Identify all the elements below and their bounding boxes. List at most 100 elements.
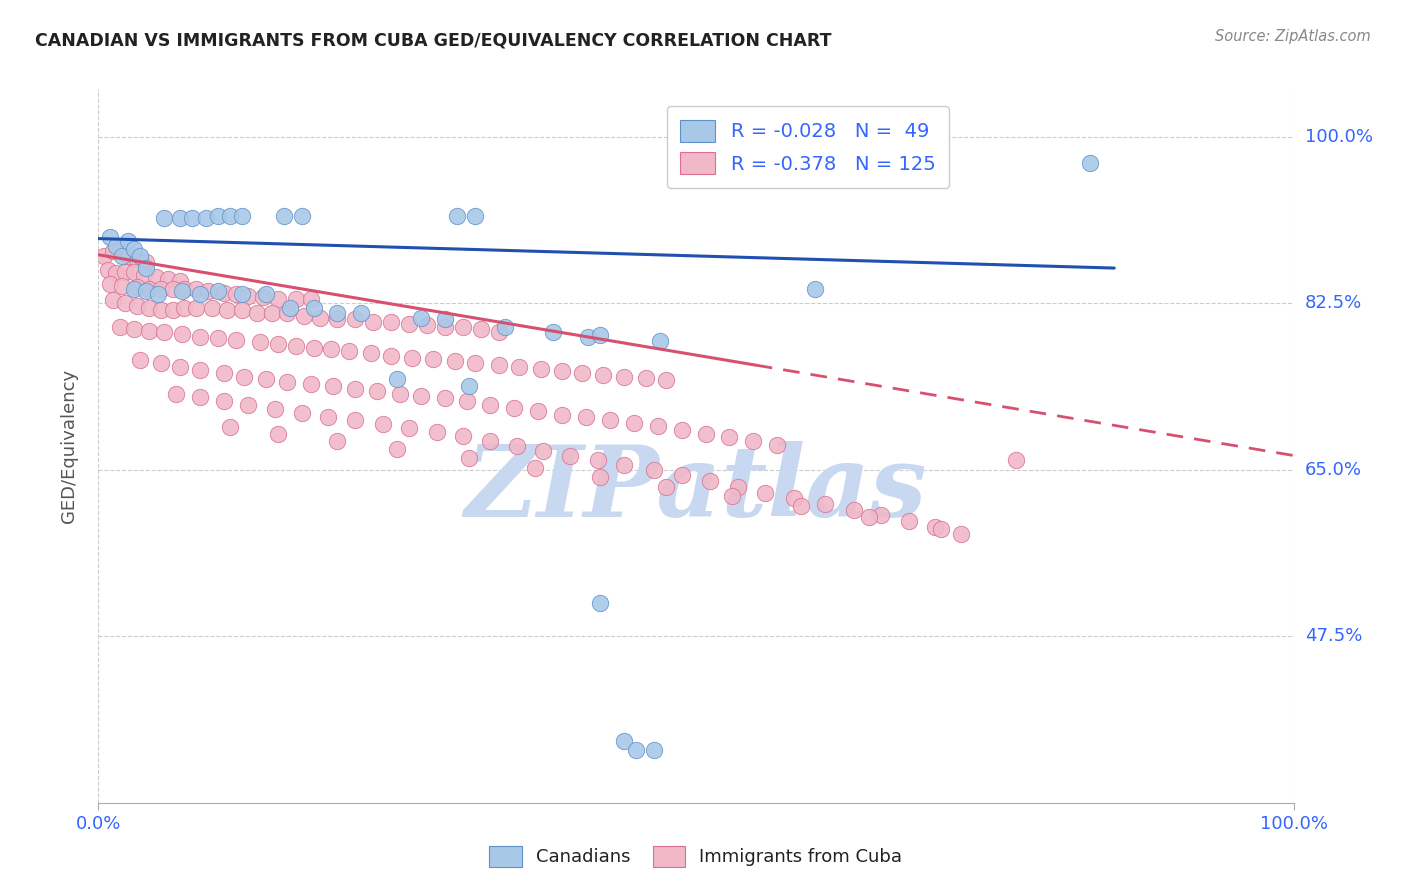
Point — [479, 398, 502, 412]
Point — [344, 312, 367, 326]
Y-axis label: GED/Equivalency: GED/Equivalency — [59, 369, 77, 523]
Point — [180, 211, 202, 225]
Point — [380, 349, 402, 363]
Point — [599, 413, 621, 427]
Point — [225, 286, 247, 301]
Point — [201, 301, 224, 315]
Point — [299, 292, 322, 306]
Point — [101, 244, 124, 258]
Point — [671, 423, 693, 437]
Point — [623, 416, 645, 430]
Point — [132, 268, 155, 282]
Point — [508, 359, 530, 374]
Point — [589, 470, 612, 484]
Point — [165, 386, 187, 401]
Point — [924, 520, 946, 534]
Point — [124, 265, 146, 279]
Point — [479, 434, 502, 449]
Point — [129, 249, 152, 263]
Point — [551, 364, 574, 378]
Point — [105, 266, 128, 280]
Point — [451, 320, 474, 334]
Point — [194, 211, 217, 225]
Point — [488, 358, 510, 372]
Point — [273, 209, 295, 223]
Point — [344, 413, 367, 427]
Point — [634, 371, 657, 385]
Point — [219, 420, 242, 434]
Point — [790, 499, 813, 513]
Point — [148, 286, 170, 301]
Point — [153, 211, 176, 225]
Point — [371, 417, 394, 431]
Point — [316, 409, 339, 424]
Point — [671, 468, 693, 483]
Point — [529, 362, 551, 376]
Point — [411, 310, 433, 325]
Point — [162, 282, 184, 296]
Point — [249, 335, 271, 350]
Point — [124, 242, 146, 256]
Point — [98, 229, 122, 244]
Point — [1005, 453, 1028, 467]
Point — [267, 292, 290, 306]
Point — [363, 315, 385, 329]
Point — [624, 743, 647, 757]
Point — [114, 296, 136, 310]
Point — [783, 491, 806, 506]
Point — [114, 265, 136, 279]
Point — [322, 379, 344, 393]
Point — [613, 458, 636, 472]
Point — [252, 290, 274, 304]
Point — [426, 425, 449, 439]
Point — [433, 392, 456, 406]
Point — [207, 331, 229, 345]
Point — [385, 442, 409, 456]
Point — [503, 401, 526, 415]
Point — [433, 320, 456, 334]
Point — [695, 426, 717, 441]
Text: Source: ZipAtlas.com: Source: ZipAtlas.com — [1215, 29, 1371, 44]
Point — [124, 322, 146, 336]
Point — [643, 463, 665, 477]
Point — [858, 510, 880, 524]
Point — [149, 302, 172, 317]
Point — [699, 474, 721, 488]
Point — [742, 434, 765, 449]
Point — [108, 239, 131, 253]
Point — [388, 386, 411, 401]
Point — [613, 734, 636, 748]
Point — [433, 312, 456, 326]
Point — [276, 306, 298, 320]
Point — [284, 292, 307, 306]
Point — [589, 596, 612, 610]
Point — [446, 209, 468, 223]
Point — [464, 209, 486, 223]
Point — [380, 315, 402, 329]
Point — [135, 255, 157, 269]
Point — [108, 320, 131, 334]
Point — [186, 282, 208, 296]
Point — [254, 372, 277, 386]
Point — [326, 434, 349, 449]
Point — [337, 343, 360, 358]
Point — [225, 334, 247, 348]
Point — [246, 306, 269, 320]
Point — [101, 293, 124, 308]
Text: CANADIAN VS IMMIGRANTS FROM CUBA GED/EQUIVALENCY CORRELATION CHART: CANADIAN VS IMMIGRANTS FROM CUBA GED/EQU… — [35, 31, 832, 49]
Point — [236, 288, 259, 302]
Point — [254, 286, 277, 301]
Point — [456, 394, 478, 409]
Point — [149, 282, 172, 296]
Point — [718, 430, 741, 444]
Point — [197, 284, 219, 298]
Point — [173, 282, 195, 296]
Point — [135, 284, 157, 298]
Point — [125, 280, 148, 294]
Point — [172, 284, 194, 298]
Point — [527, 404, 550, 418]
Point — [138, 282, 160, 296]
Point — [366, 384, 388, 398]
Point — [385, 372, 409, 386]
Point — [138, 324, 160, 338]
